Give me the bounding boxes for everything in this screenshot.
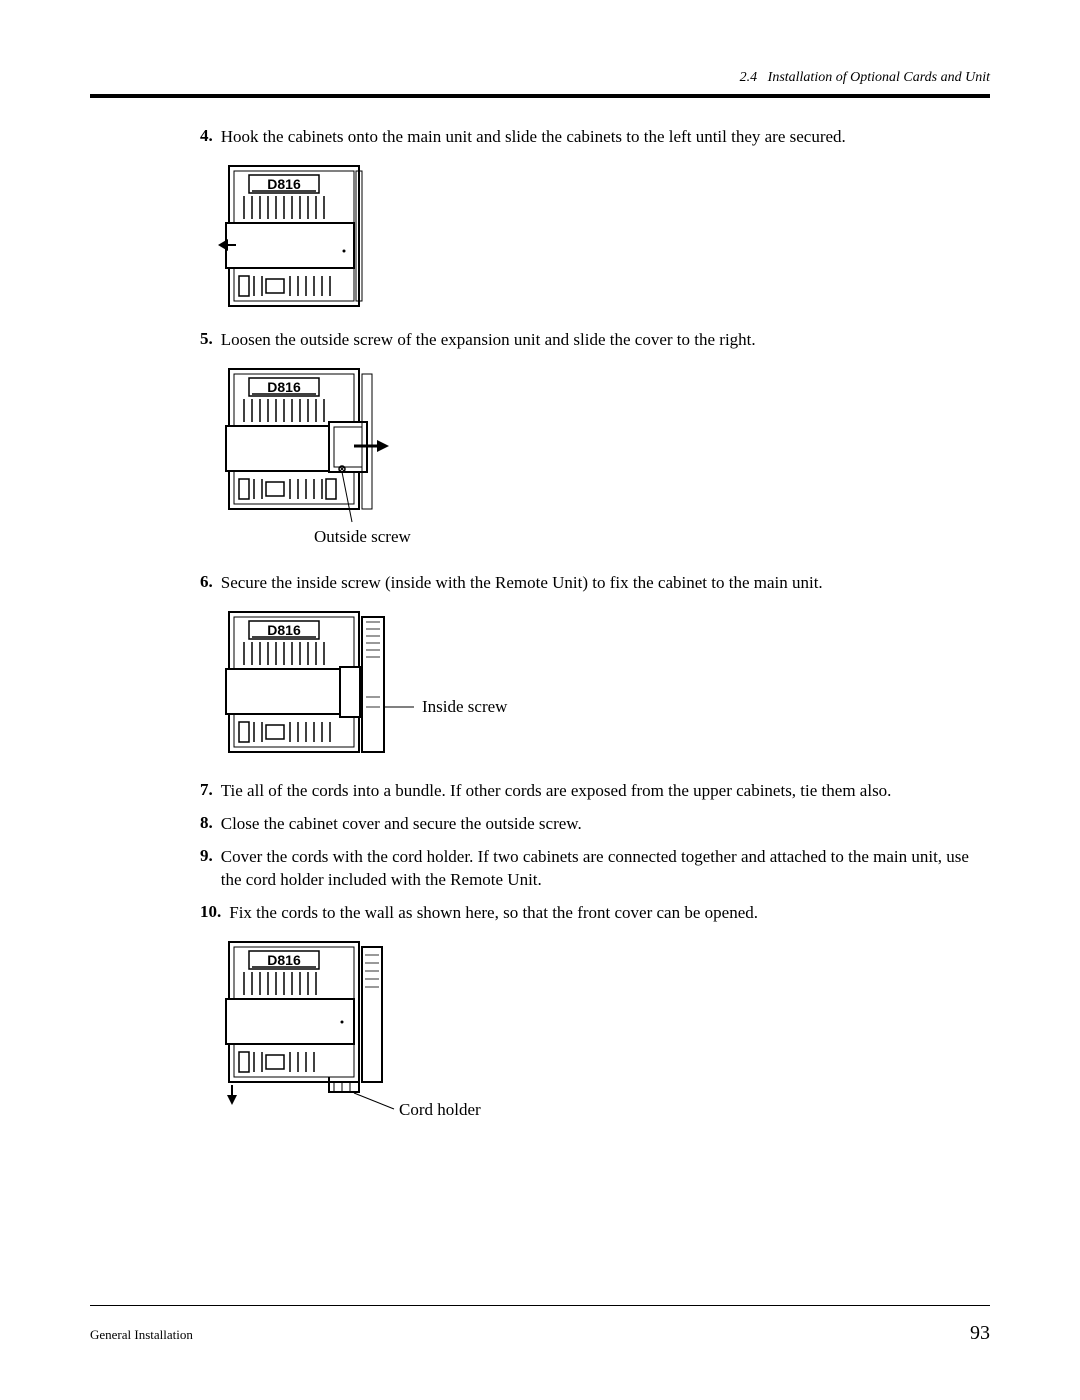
page-number: 93 bbox=[970, 1322, 990, 1345]
diagram-step-6: D816 bbox=[214, 607, 990, 762]
step-6: 6. Secure the inside screw (inside with … bbox=[200, 572, 990, 762]
step-number: 10. bbox=[200, 902, 221, 922]
diagram-step-4: D816 bbox=[214, 161, 990, 311]
step-5: 5. Loosen the outside screw of the expan… bbox=[200, 329, 990, 554]
step-number: 9. bbox=[200, 846, 213, 866]
step-4: 4. Hook the cabinets onto the main unit … bbox=[200, 126, 990, 311]
header-rule bbox=[90, 94, 990, 98]
step-7: 7. Tie all of the cords into a bundle. I… bbox=[200, 780, 990, 803]
section-title: Installation of Optional Cards and Unit bbox=[768, 70, 990, 85]
step-8: 8. Close the cabinet cover and secure th… bbox=[200, 813, 990, 836]
step-number: 5. bbox=[200, 329, 213, 349]
footer-rule bbox=[90, 1305, 990, 1306]
step-text: Close the cabinet cover and secure the o… bbox=[221, 813, 990, 836]
step-number: 6. bbox=[200, 572, 213, 592]
page-footer: General Installation 93 bbox=[90, 1305, 990, 1345]
diagram-step-10: D816 bbox=[214, 937, 990, 1122]
svg-text:D816: D816 bbox=[267, 622, 301, 638]
svg-text:D816: D816 bbox=[267, 952, 301, 968]
step-text: Cover the cords with the cord holder. If… bbox=[221, 846, 990, 892]
step-number: 4. bbox=[200, 126, 213, 146]
step-text: Hook the cabinets onto the main unit and… bbox=[221, 126, 990, 149]
unit-label: D816 bbox=[267, 176, 301, 192]
step-number: 7. bbox=[200, 780, 213, 800]
footer-left-text: General Installation bbox=[90, 1327, 193, 1343]
svg-text:D816: D816 bbox=[267, 379, 301, 395]
diagram-step-5: D816 bbox=[214, 364, 990, 554]
step-text: Loosen the outside screw of the expansio… bbox=[221, 329, 990, 352]
step-10: 10. Fix the cords to the wall as shown h… bbox=[200, 902, 990, 1122]
step-text: Tie all of the cords into a bundle. If o… bbox=[221, 780, 990, 803]
step-text: Fix the cords to the wall as shown here,… bbox=[229, 902, 990, 925]
step-number: 8. bbox=[200, 813, 213, 833]
callout-outside-screw: Outside screw bbox=[314, 527, 412, 546]
step-text: Secure the inside screw (inside with the… bbox=[221, 572, 990, 595]
running-header: 2.4 Installation of Optional Cards and U… bbox=[90, 70, 990, 86]
callout-cord-holder: Cord holder bbox=[399, 1100, 481, 1119]
callout-inside-screw: Inside screw bbox=[422, 697, 508, 716]
step-9: 9. Cover the cords with the cord holder.… bbox=[200, 846, 990, 892]
section-number: 2.4 bbox=[740, 70, 758, 85]
page-content: 4. Hook the cabinets onto the main unit … bbox=[90, 126, 990, 1122]
